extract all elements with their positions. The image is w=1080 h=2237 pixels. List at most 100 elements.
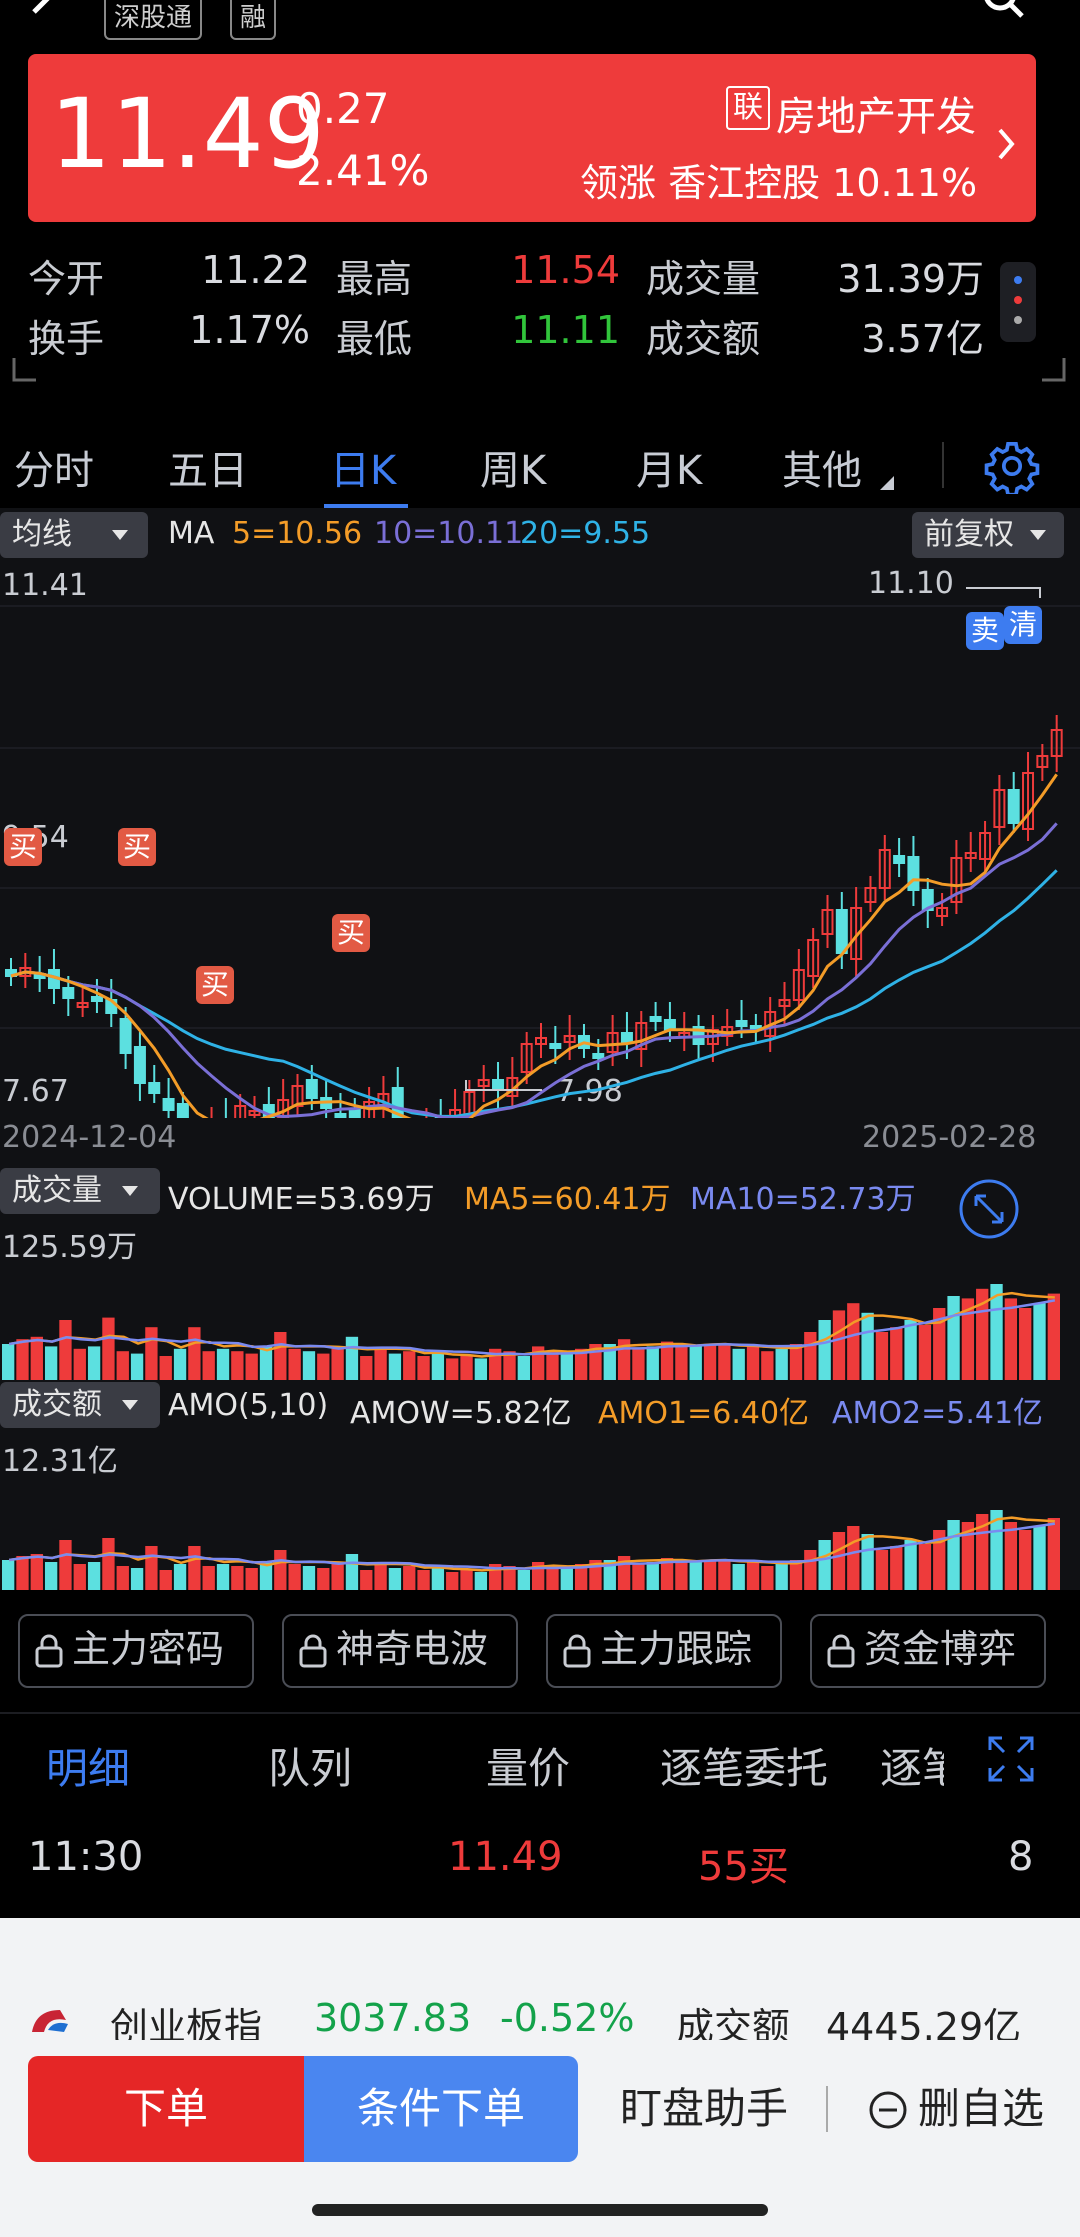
tool-magic-wave-button[interactable]: 神奇电波 bbox=[282, 1614, 518, 1688]
amount-bar bbox=[574, 1564, 588, 1590]
clear-signal[interactable]: 清 bbox=[1004, 606, 1042, 644]
volume-bar bbox=[460, 1356, 473, 1380]
amo2-line bbox=[8, 1522, 1056, 1570]
price-change-pct: 2.41% bbox=[296, 146, 430, 195]
amount-label: 成交额 bbox=[646, 317, 761, 361]
tab-order-by-order[interactable]: 逐笔委托 bbox=[660, 1744, 829, 1793]
tab-monthly-k[interactable]: 月K bbox=[636, 448, 703, 494]
section-divider bbox=[0, 1712, 1080, 1714]
candle-body bbox=[477, 1079, 490, 1087]
fullscreen-icon[interactable] bbox=[988, 1736, 1034, 1782]
index-logo-icon bbox=[32, 2010, 68, 2032]
amount-bar bbox=[216, 1564, 230, 1590]
volume-bar bbox=[933, 1308, 946, 1380]
tab-volume-price[interactable]: 量价 bbox=[486, 1744, 571, 1793]
chevron-right-icon[interactable] bbox=[994, 124, 1018, 164]
amount-bar bbox=[317, 1568, 330, 1590]
fullscreen-expand-icon[interactable] bbox=[958, 1178, 1020, 1240]
amount-bar bbox=[918, 1544, 932, 1590]
watch-assistant-button[interactable]: 盯盘助手 bbox=[619, 2084, 788, 2133]
volume-ma10: MA10=52.73万 bbox=[690, 1182, 916, 1217]
sell-signal[interactable]: 卖 bbox=[966, 612, 1004, 650]
volume-bar bbox=[44, 1346, 58, 1380]
amount-bar bbox=[44, 1562, 58, 1590]
candle-body bbox=[807, 939, 820, 977]
candle-body bbox=[993, 789, 1006, 828]
index-ticker[interactable]: 创业板指 3037.83 -0.52% 成交额 4445.29亿 bbox=[0, 1944, 1080, 2056]
tab-trade-by-trade[interactable]: 逐笔 bbox=[880, 1744, 944, 1793]
candle-body bbox=[76, 1002, 89, 1008]
adjust-select[interactable]: 前复权 bbox=[912, 512, 1064, 558]
buy-signal[interactable]: 买 bbox=[332, 914, 370, 952]
candle-body bbox=[348, 1109, 361, 1118]
tool-main-password-button[interactable]: 主力密码 bbox=[18, 1614, 254, 1688]
period-tabs: 分时 五日 日K 周K 月K 其他 bbox=[0, 418, 1080, 508]
ma10-line bbox=[10, 822, 1058, 1118]
tool-capital-game-button[interactable]: 资金博弈 bbox=[810, 1614, 1046, 1688]
amount-select[interactable]: 成交额 bbox=[0, 1382, 160, 1428]
conditional-order-button[interactable]: 条件下单 bbox=[304, 2056, 578, 2162]
dropdown-arrow-icon bbox=[1030, 530, 1046, 540]
low-label: 最低 bbox=[336, 317, 413, 361]
candle-body bbox=[449, 1109, 462, 1118]
amount-bar bbox=[847, 1526, 860, 1590]
volume-bar bbox=[188, 1327, 201, 1380]
kline-chart[interactable]: 均线 MA 5=10.56 10=10.11 20=9.55 前复权 11.41… bbox=[0, 508, 1080, 1168]
back-icon[interactable] bbox=[24, 0, 64, 28]
amount-bar bbox=[546, 1566, 559, 1590]
search-icon[interactable] bbox=[978, 0, 1028, 26]
tab-five-day[interactable]: 五日 bbox=[168, 448, 248, 494]
volume-bar bbox=[804, 1332, 817, 1380]
amount-bar bbox=[660, 1558, 674, 1590]
indicator-select[interactable]: 均线 bbox=[0, 512, 148, 558]
volume-value: 31.39万 bbox=[837, 257, 984, 301]
volume-bar bbox=[861, 1312, 874, 1380]
amount-bar bbox=[331, 1564, 344, 1590]
amount-bar bbox=[87, 1562, 101, 1590]
trade-price: 11.49 bbox=[448, 1834, 563, 1880]
hk-connect-tag: 深股通 bbox=[104, 0, 203, 40]
candle-body bbox=[592, 1053, 605, 1059]
candle-body bbox=[878, 849, 891, 889]
candle-body bbox=[90, 996, 103, 1002]
sector-leader[interactable]: 领涨 香江控股 10.11% bbox=[580, 161, 978, 205]
home-indicator bbox=[312, 2204, 768, 2216]
more-dots-icon[interactable] bbox=[1000, 262, 1036, 342]
candle-body bbox=[850, 907, 863, 960]
buy-signal[interactable]: 买 bbox=[196, 966, 234, 1004]
candle-body bbox=[133, 1046, 146, 1084]
candle-body bbox=[363, 1101, 376, 1118]
candle-body bbox=[334, 1113, 347, 1118]
volume-bar bbox=[388, 1353, 402, 1380]
volume-select[interactable]: 成交量 bbox=[0, 1168, 160, 1214]
amow-value: AMOW=5.82亿 bbox=[350, 1396, 572, 1431]
volume-chart[interactable]: 成交量 VOLUME=53.69万 MA5=60.41万 MA10=52.73万… bbox=[0, 1166, 1080, 1380]
tab-intraday[interactable]: 分时 bbox=[14, 448, 94, 494]
amount-chart[interactable]: 成交额 AMO(5,10) AMOW=5.82亿 AMO1=6.40亿 AMO2… bbox=[0, 1380, 1080, 1590]
tool-main-tracking-button[interactable]: 主力跟踪 bbox=[546, 1614, 782, 1688]
amount-bar bbox=[245, 1568, 258, 1590]
volume-bar bbox=[59, 1320, 72, 1380]
tab-daily-k[interactable]: 日K bbox=[330, 448, 397, 494]
lock-icon bbox=[299, 1634, 327, 1668]
settings-gear-icon[interactable] bbox=[984, 438, 1040, 494]
remove-watchlist-label: 删自选 bbox=[918, 2084, 1045, 2133]
remove-watchlist-button[interactable]: 删自选 bbox=[864, 2056, 1044, 2162]
buy-signal[interactable]: 买 bbox=[118, 828, 156, 866]
sector-name[interactable]: 房地产开发 bbox=[776, 94, 976, 140]
amount-bar bbox=[761, 1566, 774, 1590]
tab-queue[interactable]: 队列 bbox=[268, 1744, 353, 1793]
order-button[interactable]: 下单 bbox=[28, 2056, 304, 2162]
volume-bar bbox=[746, 1346, 760, 1380]
tab-weekly-k[interactable]: 周K bbox=[480, 448, 547, 494]
turnover-value: 1.17% bbox=[189, 308, 310, 352]
amount-bar bbox=[73, 1564, 86, 1590]
tab-other[interactable]: 其他 bbox=[782, 448, 862, 494]
buy-signal[interactable]: 买 bbox=[4, 828, 42, 866]
open-label: 今开 bbox=[28, 257, 105, 301]
candle-body bbox=[549, 1043, 562, 1049]
amount-bar bbox=[646, 1562, 659, 1590]
tab-detail[interactable]: 明细 bbox=[46, 1744, 131, 1793]
volume-bar bbox=[403, 1351, 416, 1380]
expand-corners-icon[interactable] bbox=[12, 356, 1068, 384]
